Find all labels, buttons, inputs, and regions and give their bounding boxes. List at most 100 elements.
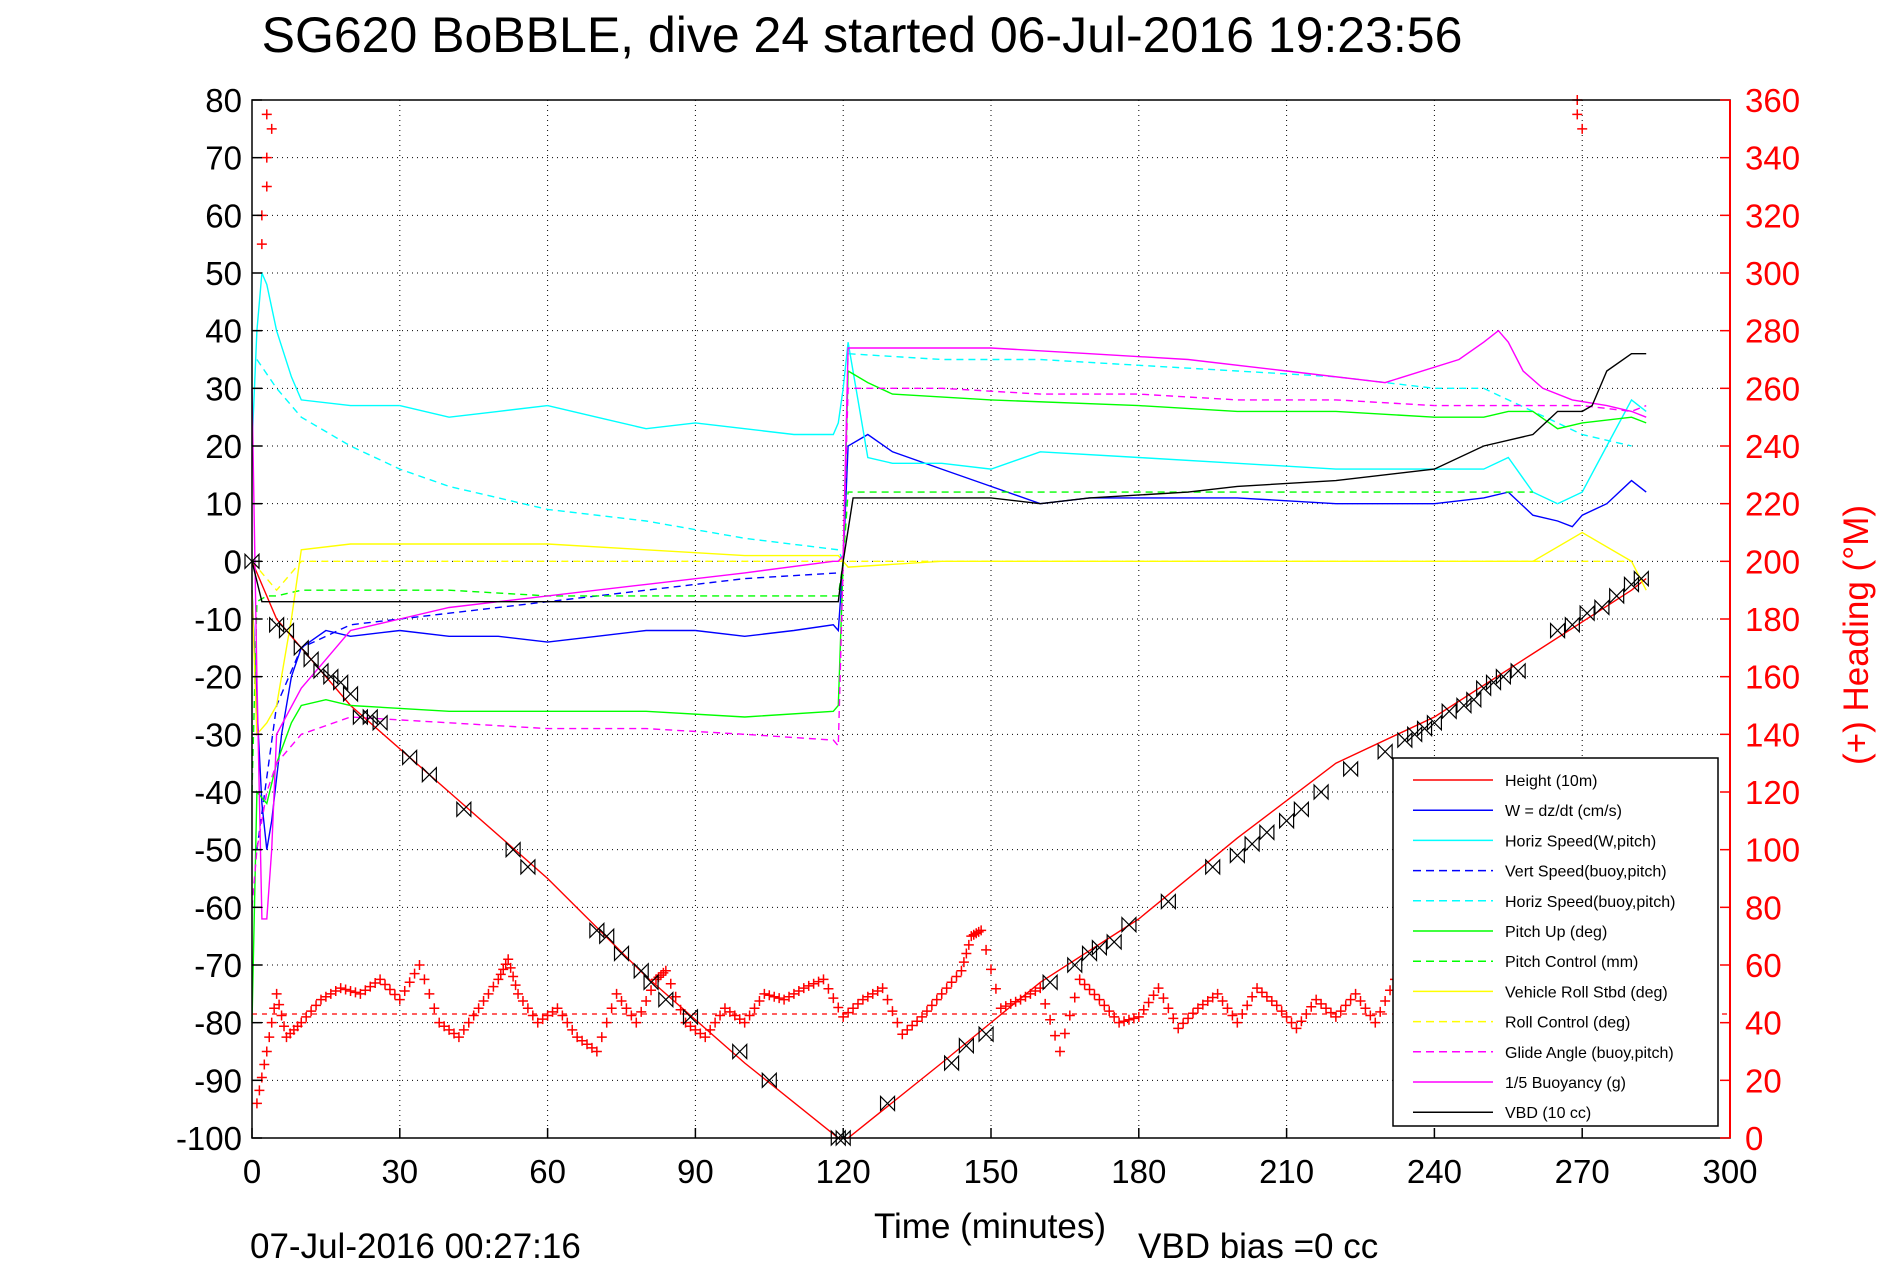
y-tick-label: 70 <box>205 140 242 177</box>
height-marker <box>372 714 388 732</box>
heading-point <box>1237 1009 1248 1020</box>
heading-point <box>510 980 521 991</box>
heading-point <box>739 1017 750 1028</box>
right-tick-label: 140 <box>1745 716 1800 753</box>
y-tick-label: 10 <box>205 486 242 523</box>
heading-point <box>774 993 785 1004</box>
heading-point <box>749 1003 760 1014</box>
heading-point <box>813 976 824 987</box>
height-marker <box>1205 858 1221 876</box>
heading-point <box>1276 1006 1287 1017</box>
heading-point <box>1089 989 1100 1000</box>
legend: Height (10m) W = dz/dt (cm/s) Horiz Speed(… <box>1392 757 1719 1127</box>
heading-point <box>1153 983 1164 994</box>
heading-point <box>1079 979 1090 990</box>
heading-point <box>1380 996 1391 1007</box>
x-tick-label: 270 <box>1555 1153 1610 1190</box>
heading-point <box>1286 1017 1297 1028</box>
heading-point <box>254 1085 265 1096</box>
heading-point <box>1109 1011 1120 1022</box>
heading-point <box>1291 1023 1302 1034</box>
legend-label: Roll Control (deg) <box>1505 1015 1630 1032</box>
heading-point <box>843 1007 854 1018</box>
heading-point <box>505 962 516 973</box>
heading-point <box>1316 998 1327 1009</box>
heading-point <box>1094 994 1105 1005</box>
height-marker <box>1377 743 1393 761</box>
heading-point <box>958 957 969 968</box>
heading-point <box>1212 988 1223 999</box>
heading-point <box>493 974 504 985</box>
heading-point <box>1005 998 1016 1009</box>
heading-point <box>1010 996 1021 1007</box>
heading-point <box>495 969 506 980</box>
heading-point <box>522 1003 533 1014</box>
heading-point <box>1040 998 1051 1009</box>
heading-point <box>513 988 524 999</box>
y-tick-label: -20 <box>194 659 242 696</box>
heading-point <box>631 1017 642 1028</box>
legend-label: 1/5 Buoyancy (g) <box>1505 1075 1626 1092</box>
right-tick-label: 200 <box>1745 543 1800 580</box>
heading-point <box>1178 1018 1189 1029</box>
heading-point <box>468 1010 479 1021</box>
right-tick-label: 260 <box>1745 370 1800 407</box>
heading-point <box>917 1011 928 1022</box>
legend-label: Horiz Speed(buoy,pitch) <box>1505 894 1675 911</box>
x-tick-label: 300 <box>1702 1153 1757 1190</box>
heading-point <box>1173 1023 1184 1034</box>
heading-point <box>848 1003 859 1014</box>
heading-point <box>897 1029 908 1040</box>
heading-point <box>963 939 974 950</box>
y-tick-label: 30 <box>205 370 242 407</box>
heading-point <box>828 993 839 1004</box>
heading-point <box>852 998 863 1009</box>
heading-point <box>266 1017 277 1028</box>
heading-point <box>350 987 361 998</box>
height-marker <box>943 1054 960 1072</box>
heading-point <box>1345 994 1356 1005</box>
heading-point <box>956 965 967 976</box>
heading-point <box>986 964 996 975</box>
right-tick-label: 100 <box>1745 832 1800 869</box>
heading-point <box>981 944 992 955</box>
x-axis-label: Time (minutes) <box>874 1207 1106 1246</box>
heading-point <box>1247 991 1258 1002</box>
series-line-2 <box>251 272 1647 505</box>
heading-point <box>567 1024 578 1035</box>
y-tick-label: -90 <box>194 1062 242 1099</box>
heading-point <box>936 988 947 999</box>
heading-point <box>389 989 400 1000</box>
heading-point <box>1321 1003 1332 1014</box>
heading-point <box>833 1002 844 1013</box>
heading-point <box>498 964 509 975</box>
heading-point <box>1370 1017 1381 1028</box>
heading-point <box>660 965 671 976</box>
heading-point <box>256 239 267 250</box>
heading-point <box>1271 1000 1282 1011</box>
heading-point <box>458 1024 469 1035</box>
height-marker <box>958 1037 974 1055</box>
height-marker <box>599 927 615 945</box>
legend-label: Pitch Control (mm) <box>1505 954 1638 971</box>
heading-point <box>384 984 395 995</box>
height-marker <box>244 552 260 570</box>
x-tick-label: 240 <box>1407 1153 1462 1190</box>
heading-point <box>606 1003 617 1014</box>
heading-point <box>1217 996 1228 1007</box>
height-marker <box>1466 691 1482 709</box>
heading-point <box>1064 1010 1075 1021</box>
heading-point <box>976 925 987 936</box>
right-tick-label: 320 <box>1745 197 1800 234</box>
x-tick-label: 60 <box>529 1153 566 1190</box>
y-tick-label: 20 <box>205 428 242 465</box>
y-tick-label: -70 <box>194 947 242 984</box>
height-marker <box>1042 973 1058 991</box>
heading-point <box>715 1010 726 1021</box>
heading-point <box>1114 1017 1125 1028</box>
height-marker <box>1549 622 1566 639</box>
heading-point <box>710 1017 721 1028</box>
heading-point <box>941 983 952 994</box>
height-marker <box>1441 702 1457 720</box>
heading-point <box>764 990 775 1001</box>
